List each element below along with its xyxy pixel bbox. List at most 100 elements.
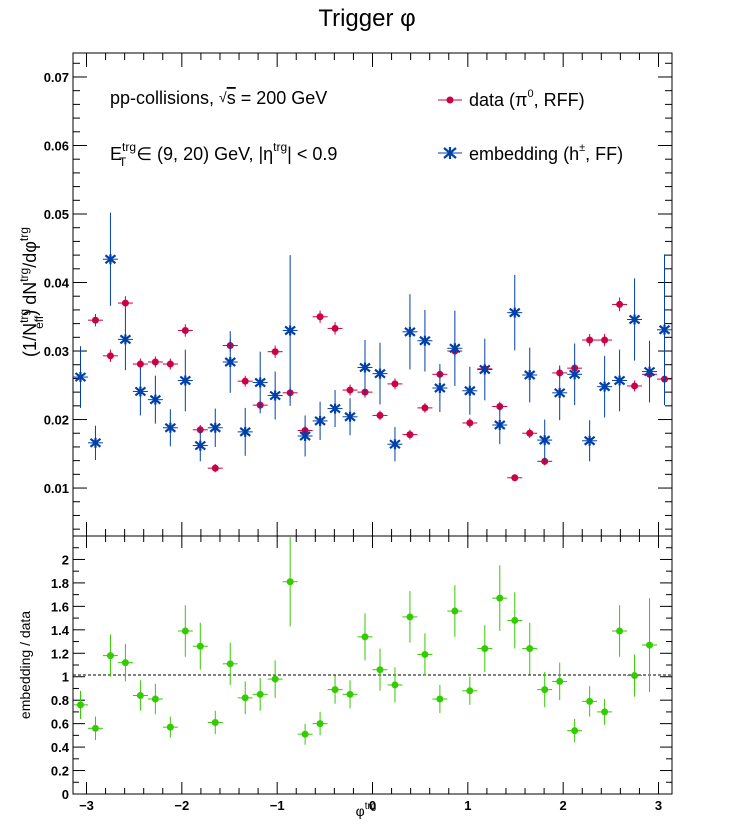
legend-marker-star-icon <box>443 147 457 159</box>
embedding-point <box>524 370 536 380</box>
embedding-point <box>389 439 401 450</box>
data-point <box>631 382 639 390</box>
legend-label-embedding: embedding (h±, FF) <box>469 142 623 164</box>
top-y-tick-label: 0.02 <box>44 413 69 428</box>
legend-label-data: data (π0, RFF) <box>469 88 585 110</box>
ratio-point <box>436 695 444 703</box>
ratio-point <box>646 641 654 649</box>
ratio-point <box>421 650 429 658</box>
data-point <box>406 431 414 439</box>
data-point <box>541 457 549 465</box>
ratio-y-tick-label: 0.4 <box>51 740 70 755</box>
top-y-tick-label: 0.04 <box>44 276 70 291</box>
ratio-point <box>241 694 249 702</box>
top-y-tick-label: 0.03 <box>44 344 69 359</box>
ratio-y-axis-title: embedding / data <box>17 611 33 719</box>
ratio-point <box>76 701 84 709</box>
embedding-point <box>224 356 236 367</box>
data-point <box>586 336 594 344</box>
embedding-point <box>554 387 566 398</box>
ratio-point <box>631 672 639 680</box>
ratio-point <box>481 645 489 653</box>
embedding-point <box>164 422 177 433</box>
x-tick-label: −2 <box>174 798 189 813</box>
data-point <box>601 336 609 344</box>
ratio-y-tick-label: 0.2 <box>51 764 69 779</box>
ratio-point <box>211 718 219 726</box>
ratio-point <box>196 642 204 650</box>
embedding-point <box>628 314 641 325</box>
ratio-point <box>586 697 594 705</box>
ratio-point <box>226 660 234 668</box>
ratio-point <box>106 652 114 660</box>
ratio-point <box>466 687 474 695</box>
ratio-point <box>151 695 159 703</box>
ratio-point <box>451 607 459 615</box>
x-tick-label: 1 <box>464 798 471 813</box>
embedding-point <box>613 375 626 386</box>
ratio-y-tick-label: 1.2 <box>51 646 69 661</box>
data-point <box>526 429 534 437</box>
ratio-point <box>556 677 564 685</box>
top-plot-series <box>73 212 672 482</box>
ratio-y-tick-label: 1.8 <box>51 576 69 591</box>
ratio-point <box>496 594 504 602</box>
embedding-point <box>254 377 266 388</box>
ratio-point <box>91 724 99 732</box>
ratio-point <box>526 645 534 653</box>
x-tick-label: −3 <box>79 798 94 813</box>
ratio-point <box>121 659 129 667</box>
data-point <box>136 360 144 368</box>
ratio-point <box>406 613 414 621</box>
embedding-point <box>658 324 671 335</box>
ratio-point <box>346 690 354 698</box>
x-tick-label: 2 <box>560 798 567 813</box>
embedding-point <box>404 326 416 337</box>
ratio-y-tick-label: 0.6 <box>51 717 69 732</box>
embedding-point <box>104 254 117 265</box>
data-point <box>466 419 474 427</box>
ratio-point <box>541 686 549 694</box>
data-point <box>271 348 279 356</box>
ratio-y-tick-label: 2 <box>62 552 69 567</box>
ratio-y-tick-label: 0.8 <box>51 693 69 708</box>
x-tick-label: 0 <box>369 798 376 813</box>
embedding-point <box>344 411 356 422</box>
ratio-point <box>181 627 189 635</box>
annotation-trigger-cuts: Etrg T ∈ (9, 20) GeV, |ηtrg| < 0.9 <box>110 140 337 169</box>
x-axis-title: φtrg <box>356 801 377 819</box>
data-point <box>241 377 249 385</box>
embedding-point <box>434 383 446 394</box>
top-y-tick-label: 0.01 <box>44 481 69 496</box>
embedding-point <box>194 440 206 451</box>
embedding-point <box>329 403 341 414</box>
ratio-y-tick-label: 1 <box>62 670 69 685</box>
x-tick-label: −1 <box>270 798 285 813</box>
ratio-point <box>331 686 339 694</box>
ratio-point <box>601 708 609 716</box>
embedding-point <box>179 375 192 386</box>
ratio-y-tick-label: 0 <box>62 787 69 802</box>
embedding-point <box>643 366 656 377</box>
top-y-tick-label: 0.05 <box>44 207 69 222</box>
ratio-point <box>511 616 519 624</box>
data-point <box>511 474 519 482</box>
x-tick-label: 3 <box>655 798 662 813</box>
embedding-point <box>134 386 147 397</box>
embedding-point <box>464 385 476 396</box>
data-point <box>106 352 114 360</box>
embedding-point <box>239 426 251 437</box>
data-point <box>391 380 399 388</box>
embedding-point <box>359 362 371 373</box>
top-y-axis-title: (1/Ntrgeff) dNtrg/dφtrg <box>17 227 46 357</box>
top-plot-ticks: 0.01 0.02 0.03 0.04 0.05 0.06 0.07 <box>44 53 672 536</box>
ratio-point <box>136 691 144 699</box>
legend-entry-data: data (π0, RFF) <box>438 88 585 110</box>
data-point <box>181 326 189 334</box>
embedding-point <box>284 325 296 336</box>
embedding-point <box>74 372 87 383</box>
embedding-point <box>269 390 281 401</box>
ratio-point <box>571 727 579 735</box>
ratio-y-tick-label: 1.4 <box>51 623 70 638</box>
